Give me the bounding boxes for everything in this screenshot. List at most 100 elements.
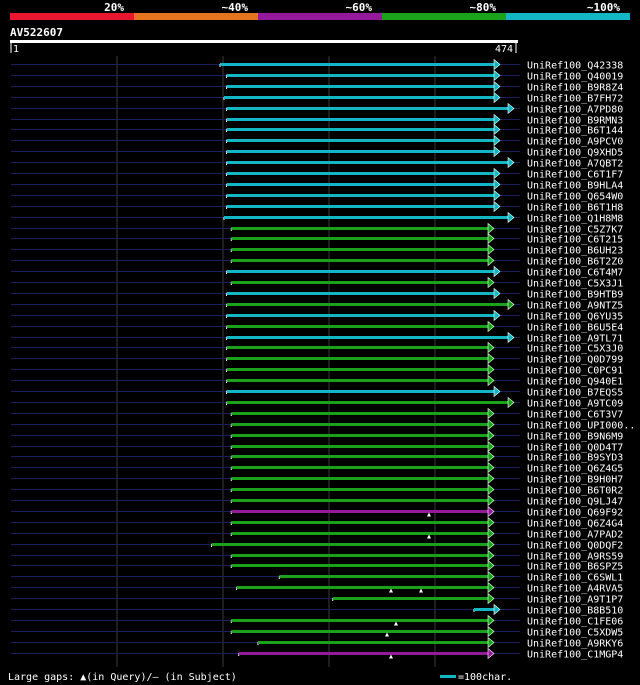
hit-label[interactable]: UniRef100_B9HLA4 (527, 181, 623, 192)
hit-row: UniRef100_C0PC91 (11, 363, 623, 377)
hit-label[interactable]: UniRef100_C5XDW5 (527, 628, 623, 639)
legend-label: ~40% (222, 1, 249, 14)
alignment-segment (226, 205, 494, 208)
hit-row: UniRef100_B9SYD3 (11, 450, 623, 464)
hit-label[interactable]: UniRef100_B6T0R2 (527, 486, 623, 497)
hit-label[interactable]: UniRef100_A4RVA5 (527, 584, 623, 595)
hit-label[interactable]: UniRef100_Q6Z4G5 (527, 464, 623, 475)
alignment-segment (231, 499, 488, 502)
alignment-segment (231, 477, 488, 480)
hit-label[interactable]: UniRef100_B9R8Z4 (527, 83, 623, 94)
hit-label[interactable]: UniRef100_C6SWL1 (527, 573, 623, 584)
hit-label[interactable]: UniRef100_A7PD80 (527, 105, 623, 116)
hit-label[interactable]: UniRef100_Q6Z4G4 (527, 519, 623, 530)
alignment-arrow (487, 549, 495, 562)
alignment-segment (226, 139, 494, 142)
hit-label[interactable]: UniRef100_B9SYD3 (527, 453, 623, 464)
alignment-segment (231, 466, 488, 469)
hit-label[interactable]: UniRef100_Q940E1 (527, 377, 623, 388)
hit-label[interactable]: UniRef100_UPI000.. (527, 421, 635, 432)
hit-label[interactable]: UniRef100_C5Z7K7 (527, 225, 623, 236)
hit-label[interactable]: UniRef100_Q0D4T7 (527, 443, 623, 454)
hit-label[interactable]: UniRef100_A9T1P7 (527, 595, 623, 606)
hit-label[interactable]: UniRef100_Q42338 (527, 61, 623, 72)
hit-label[interactable]: UniRef100_Q0D799 (527, 355, 623, 366)
hit-row: UniRef100_A9TC09 (11, 396, 623, 410)
alignment-arrow (487, 527, 495, 540)
legend-label: ~60% (346, 1, 373, 14)
footer-scale-legend: =100char. (458, 672, 512, 683)
alignment-arrow (507, 102, 515, 115)
hit-label[interactable]: UniRef100_B6SPZ5 (527, 562, 623, 573)
alignment-arrow (487, 625, 495, 638)
hit-label[interactable]: UniRef100_A9RS59 (527, 552, 623, 563)
hit-label[interactable]: UniRef100_A9TC09 (527, 399, 623, 410)
hit-row: UniRef100_C5XDW5 (11, 625, 623, 639)
alignment-arrow (487, 614, 495, 627)
hit-label[interactable]: UniRef100_B9H0H7 (527, 475, 623, 486)
hit-label[interactable]: UniRef100_Q9XHD5 (527, 148, 623, 159)
alignment-segment (226, 183, 494, 186)
hit-label[interactable]: UniRef100_C6T215 (527, 235, 623, 246)
hit-label[interactable]: UniRef100_B9N6M9 (527, 432, 623, 443)
hit-row: UniRef100_A7PAD2 (11, 527, 623, 541)
alignment-segment (231, 455, 488, 458)
hit-label[interactable]: UniRef100_Q69F92 (527, 508, 623, 519)
hit-label[interactable]: UniRef100_B9RMN3 (527, 116, 623, 127)
hit-row: UniRef100_Q6YU35 (11, 309, 623, 323)
alignment-segment (231, 521, 488, 524)
hit-label[interactable]: UniRef100_B6T2Z0 (527, 257, 623, 268)
alignment-arrow (493, 200, 501, 213)
hit-label[interactable]: UniRef100_C5X3J0 (527, 344, 623, 355)
alignment-segment (211, 543, 488, 546)
hit-label[interactable]: UniRef100_C0PC91 (527, 366, 623, 377)
hit-label[interactable]: UniRef100_B8B510 (527, 606, 623, 617)
hit-label[interactable]: UniRef100_C1FE06 (527, 617, 623, 628)
hit-label[interactable]: UniRef100_C5X3J1 (527, 279, 623, 290)
hit-label[interactable]: UniRef100_C6T1F7 (527, 170, 623, 181)
alignment-segment (226, 303, 508, 306)
hit-label[interactable]: UniRef100_Q654W0 (527, 192, 623, 203)
gap-marker (389, 588, 393, 593)
hit-label[interactable]: UniRef100_Q6YU35 (527, 312, 623, 323)
alignment-arrow (493, 123, 501, 136)
hit-label[interactable]: UniRef100_C1MGP4 (527, 650, 623, 661)
hit-label[interactable]: UniRef100_A7PAD2 (527, 530, 623, 541)
alignment-arrow (487, 363, 495, 376)
hit-label[interactable]: UniRef100_C6T3V7 (527, 410, 623, 421)
hit-label[interactable]: UniRef100_C6T4M7 (527, 268, 623, 279)
alignment-arrow (487, 516, 495, 529)
gap-marker (385, 632, 389, 637)
hit-label[interactable]: UniRef100_Q0DQF2 (527, 541, 623, 552)
hit-label[interactable]: UniRef100_B7EQS5 (527, 388, 623, 399)
hit-label[interactable]: UniRef100_B7FH72 (527, 94, 623, 105)
gap-marker (427, 534, 431, 539)
alignment-segment (226, 161, 508, 164)
hit-label[interactable]: UniRef100_B6T1H8 (527, 203, 623, 214)
hit-label[interactable]: UniRef100_B6T144 (527, 126, 623, 137)
hit-label[interactable]: UniRef100_Q9LJ47 (527, 497, 623, 508)
hit-label[interactable]: UniRef100_A9TL71 (527, 334, 623, 345)
hit-label[interactable]: UniRef100_B9HTB9 (527, 290, 623, 301)
hit-label[interactable]: UniRef100_A7QBT2 (527, 159, 623, 170)
alignment-arrow (487, 505, 495, 518)
alignment-arrow (493, 113, 501, 126)
legend-segment (10, 13, 134, 20)
hit-label[interactable]: UniRef100_Q40019 (527, 72, 623, 83)
hit-label[interactable]: UniRef100_B6UH23 (527, 246, 623, 257)
hit-row: UniRef100_B8B510 (11, 603, 623, 617)
alignment-arrow (493, 69, 501, 82)
alignment-segment (220, 63, 494, 66)
hit-label[interactable]: UniRef100_Q1H8M8 (527, 214, 623, 225)
hit-label[interactable]: UniRef100_A9RKY6 (527, 639, 623, 650)
alignment-arrow (493, 134, 501, 147)
hit-label[interactable]: UniRef100_B6U5E4 (527, 323, 623, 334)
hit-label[interactable]: UniRef100_A9PCV0 (527, 137, 623, 148)
alignment-arrow (507, 298, 515, 311)
hit-row: UniRef100_A7QBT2 (11, 156, 623, 170)
alignment-arrow (487, 320, 495, 333)
alignment-segment (224, 216, 508, 219)
alignment-arrow (493, 603, 501, 616)
alignment-arrow (507, 156, 515, 169)
hit-label[interactable]: UniRef100_A9NTZ5 (527, 301, 623, 312)
